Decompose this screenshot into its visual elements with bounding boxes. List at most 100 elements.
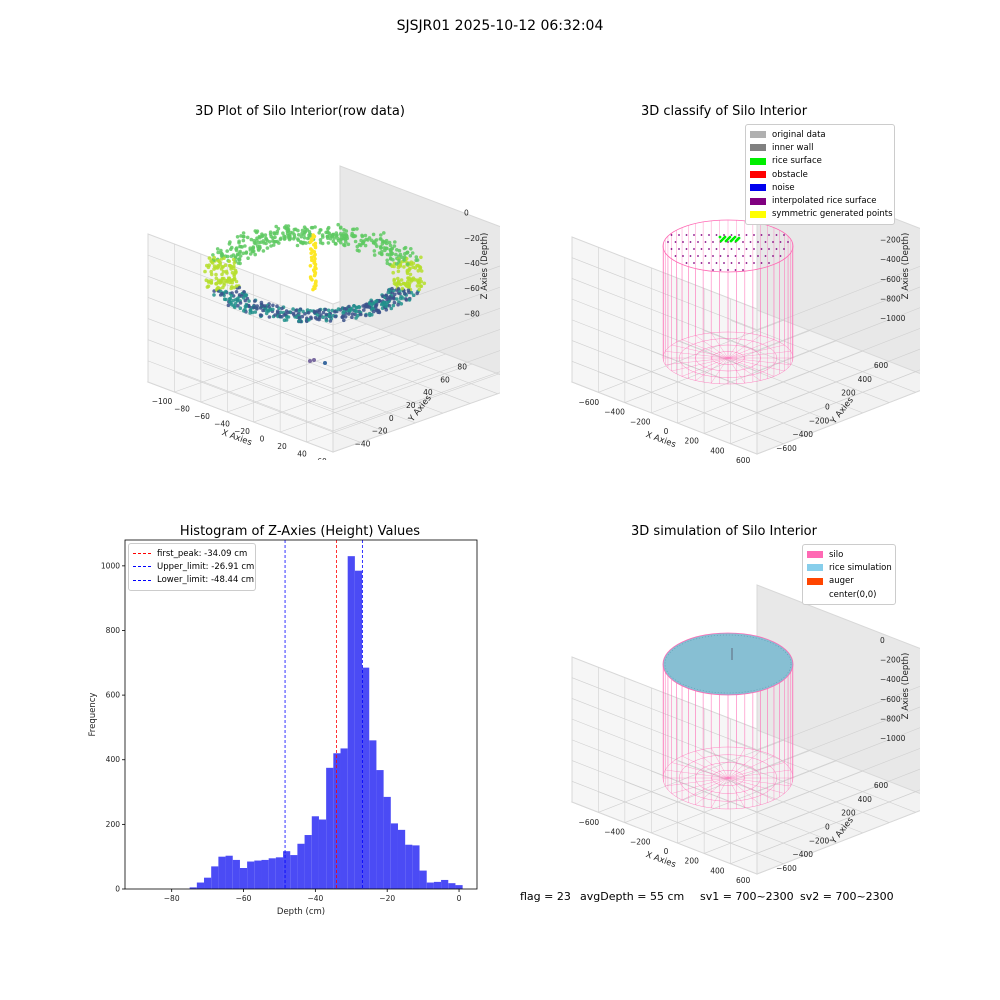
cls-interpolated-point (760, 262, 763, 264)
raw-point (408, 266, 412, 271)
cls-interpolated-point (689, 255, 692, 257)
raw-point (404, 297, 408, 301)
cls-grid-line (730, 371, 916, 444)
raw-point (214, 266, 218, 270)
raw-point (383, 240, 387, 244)
raw-point (408, 272, 413, 277)
raw-point (271, 307, 275, 312)
raw-point (229, 267, 233, 271)
histogram-bar (340, 748, 348, 889)
cls-interpolated-point (712, 255, 714, 257)
sim-silo-spoke (727, 747, 746, 779)
raw-point (387, 240, 392, 245)
legend-label: original data (772, 129, 826, 140)
raw-point (361, 241, 366, 245)
raw-point (388, 295, 392, 299)
cls-silo-spoke (727, 339, 775, 359)
raw-point (382, 231, 386, 235)
simulation-3d-plot: −600−400−2000200400600−600−400−200020040… (570, 584, 920, 885)
raw-point (406, 262, 410, 266)
cls-rice-surface-point (719, 239, 723, 243)
raw-point (232, 261, 237, 265)
raw-point (379, 245, 383, 250)
cls-silo-spoke (681, 339, 729, 359)
raw-point (278, 310, 283, 315)
sim-silo-spoke (727, 777, 775, 801)
raw-point (312, 309, 317, 314)
cls-interpolated-point (757, 255, 759, 257)
cls-silo-spoke (710, 332, 729, 359)
raw-point (214, 276, 219, 281)
raw-point (384, 293, 389, 298)
raw-point (253, 229, 258, 233)
cls-interpolated-point (704, 241, 707, 243)
cls-z-label: Z Axies (Depth) (901, 233, 911, 300)
raw-point (309, 225, 314, 230)
raw-y-tick: 60 (440, 375, 450, 384)
raw-point (389, 257, 393, 261)
raw-point (211, 253, 215, 257)
raw-point (275, 304, 279, 308)
raw-point (326, 225, 331, 230)
cls-interpolated-point (742, 255, 744, 257)
raw-point (275, 229, 280, 234)
legend-swatch (750, 210, 766, 218)
raw-point (321, 315, 325, 319)
raw-point (308, 359, 312, 363)
raw-point (215, 287, 219, 291)
sim-x-tick: −600 (579, 818, 600, 827)
histogram-bar (318, 819, 327, 889)
raw-point (320, 241, 325, 246)
raw-z-tick: −60 (464, 284, 480, 293)
cls-grid-line (704, 330, 890, 403)
raw-point (230, 270, 235, 275)
legend-swatch (807, 577, 823, 585)
sim-grid-line (571, 698, 758, 771)
raw-point (335, 233, 339, 238)
raw-grid-line (147, 360, 334, 432)
legend-swatch (750, 131, 766, 139)
simulation-legend: silo rice simulation auger center(0,0) (802, 544, 896, 606)
raw-point (307, 318, 311, 322)
raw-point (260, 232, 264, 236)
cls-interpolated-point (779, 241, 782, 243)
raw-point (203, 269, 207, 274)
raw-point (415, 284, 420, 288)
raw-point (241, 231, 246, 235)
raw-point (386, 290, 391, 295)
cls-interpolated-point (708, 248, 710, 250)
raw-point (379, 233, 383, 237)
sim-grid-line (704, 781, 890, 854)
histogram-bar (297, 843, 305, 889)
sim-silo-spoke (695, 777, 729, 806)
cls-interpolated-point (787, 241, 789, 243)
cls-interpolated-point (730, 248, 733, 250)
raw-point (389, 306, 394, 311)
raw-point (228, 280, 232, 285)
legend-entry: first_peak: -34.09 cm (133, 547, 251, 560)
raw-point (363, 233, 368, 238)
raw-point (402, 258, 406, 262)
histogram-bar (390, 823, 398, 889)
histogram-bar (419, 870, 427, 889)
histogram-bar (211, 866, 219, 889)
raw-point (220, 253, 225, 257)
raw-point (396, 302, 400, 307)
raw-point (230, 303, 234, 307)
raw-point (396, 287, 401, 291)
classify-legend: original data inner wall rice surface obsta… (745, 124, 895, 226)
raw-point (247, 299, 251, 303)
cls-interpolated-point (723, 248, 725, 250)
raw-point (238, 306, 243, 310)
raw-point (373, 239, 377, 243)
y-tick-label: 600 (106, 691, 121, 700)
sim-x-tick: 200 (685, 857, 700, 866)
raw-point (233, 271, 238, 275)
raw-point (385, 261, 390, 266)
cls-grid-line (756, 328, 920, 393)
raw-point (235, 235, 240, 239)
histogram-bar (354, 570, 363, 889)
histogram-bar (254, 860, 262, 889)
raw-grid-line (332, 350, 500, 410)
raw-point (313, 262, 318, 267)
